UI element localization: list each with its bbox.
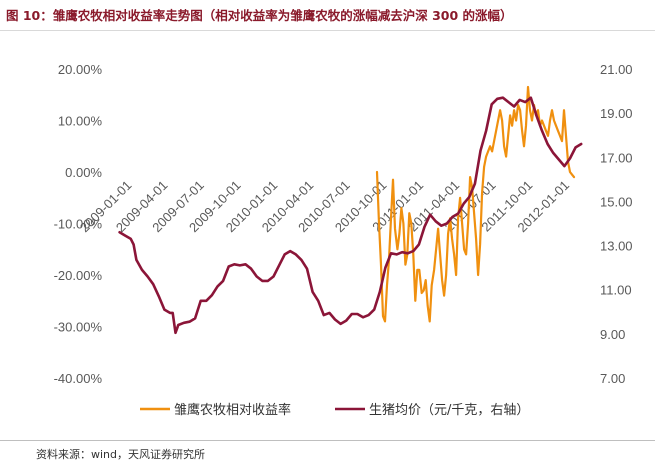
left-tick-label: 10.00% bbox=[58, 114, 103, 129]
left-axis-ticks: 20.00% 10.00% 0.00% -10.00% -20.00% -30.00% -4… bbox=[54, 62, 103, 386]
title-divider bbox=[0, 30, 655, 31]
legend: 雏鹰农牧相对收益率 生猪均价（元/千克，右轴） bbox=[140, 402, 529, 418]
left-tick-label: 0.00% bbox=[65, 165, 102, 180]
left-tick-label: -40.00% bbox=[54, 371, 103, 386]
left-tick-label: 20.00% bbox=[58, 62, 103, 77]
right-tick-label: 21.00 bbox=[600, 62, 633, 77]
figure-title: 图 10：雏鹰农牧相对收益率走势图（相对收益率为雏鹰农牧的涨幅减去沪深 300 … bbox=[6, 8, 513, 23]
legend-label-relative-return: 雏鹰农牧相对收益率 bbox=[174, 402, 291, 418]
right-tick-label: 7.00 bbox=[600, 371, 625, 386]
right-tick-label: 19.00 bbox=[600, 106, 633, 121]
right-tick-label: 17.00 bbox=[600, 150, 633, 165]
hog-price-line bbox=[118, 96, 583, 335]
right-axis-ticks: 21.00 19.00 17.00 15.00 13.00 11.00 9.00 7.00 bbox=[600, 62, 633, 386]
right-tick-label: 11.00 bbox=[600, 283, 632, 298]
right-tick-label: 13.00 bbox=[600, 239, 633, 254]
footer-divider bbox=[0, 440, 655, 441]
right-tick-label: 9.00 bbox=[600, 327, 625, 342]
legend-label-hog-price: 生猪均价（元/千克，右轴） bbox=[369, 403, 529, 418]
x-axis-ticks: 2009-01-012009-04-012009-07-012009-10-01… bbox=[77, 178, 572, 236]
right-tick-label: 15.00 bbox=[600, 194, 633, 209]
left-tick-label: -30.00% bbox=[54, 320, 103, 335]
source-note: 资料来源：wind，天风证券研究所 bbox=[36, 448, 206, 461]
left-tick-label: -10.00% bbox=[54, 217, 103, 232]
relative-return-line bbox=[375, 85, 576, 323]
left-tick-label: -20.00% bbox=[54, 268, 103, 283]
